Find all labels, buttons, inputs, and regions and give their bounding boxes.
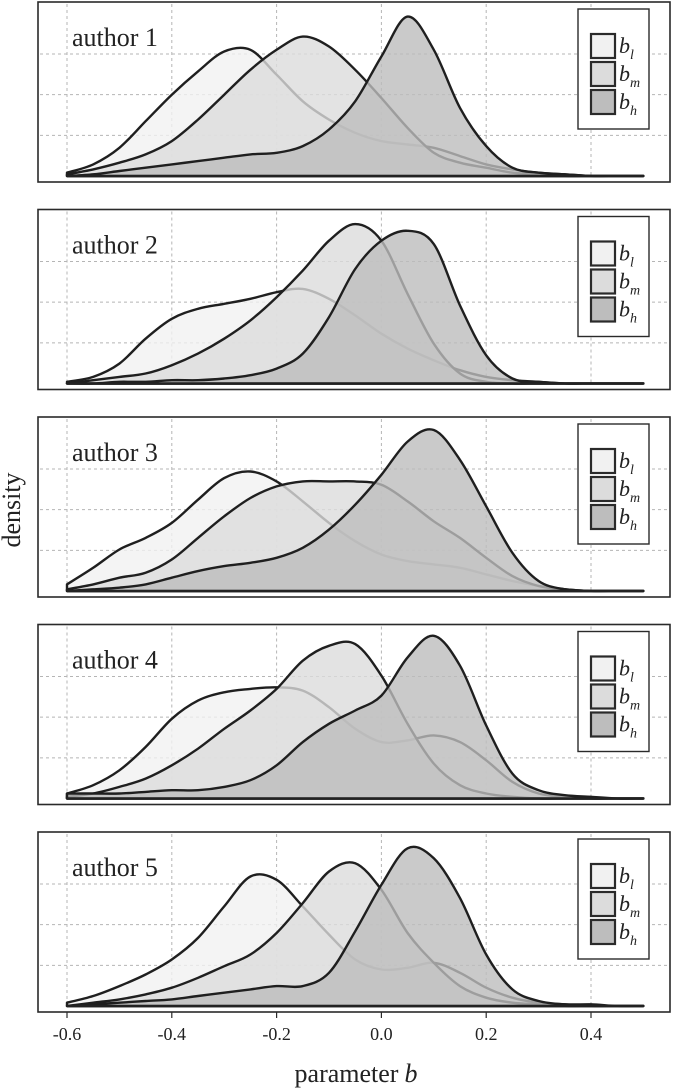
legend-label-bl: bl	[619, 448, 634, 478]
legend-symbol: b	[619, 269, 630, 294]
legend-symbol: b	[619, 33, 630, 58]
panel-label: author 5	[72, 853, 158, 882]
legend-subscript: l	[630, 671, 634, 686]
legend-subscript: l	[630, 256, 634, 271]
legend-subscript: m	[630, 906, 640, 921]
legend-label-bh: bh	[619, 712, 637, 742]
legend-subscript: m	[630, 491, 640, 506]
legend-swatch-bl	[589, 240, 617, 267]
x-axis-title: parameter b	[295, 1059, 418, 1088]
legend-subscript: m	[630, 76, 640, 91]
legend-subscript: h	[630, 104, 637, 119]
legend-label-bh: bh	[619, 89, 637, 119]
x-tick-label: -0.4	[158, 1024, 187, 1044]
legend-label-bh: bh	[619, 297, 637, 327]
legend-symbol: b	[619, 89, 630, 114]
legend-label-bl: bl	[619, 656, 634, 686]
legend-swatch-bm	[589, 60, 617, 88]
legend-swatch-bl	[589, 655, 617, 682]
legend-symbol: b	[619, 919, 630, 944]
legend-label-bm: bm	[619, 61, 640, 91]
panel-label: author 2	[72, 231, 158, 260]
legend-label-bh: bh	[619, 919, 637, 949]
x-axis-title-text: parameter	[295, 1059, 399, 1088]
panel-label: author 1	[72, 23, 158, 52]
legend-symbol: b	[619, 504, 630, 529]
x-axis: -0.6 -0.4 -0.2 0.0 0.2 0.4	[53, 1012, 603, 1044]
y-axis-title: density	[0, 472, 26, 547]
panel-label: author 3	[72, 438, 158, 467]
legend-subscript: l	[630, 463, 634, 478]
legend-swatch-bm	[589, 268, 617, 295]
legend-symbol: b	[619, 476, 630, 501]
legend-symbol: b	[619, 863, 630, 888]
density-area-bh	[65, 634, 645, 800]
legend-swatch-bm	[589, 683, 617, 710]
legend-label-bl: bl	[619, 33, 634, 63]
x-tick-label: -0.2	[262, 1024, 291, 1044]
legend-label-bm: bm	[619, 891, 640, 921]
legend-label-bm: bm	[619, 269, 640, 299]
x-tick-label: 0.2	[475, 1024, 498, 1044]
panel-label: author 4	[72, 646, 158, 675]
legend-swatch-bm	[589, 890, 617, 918]
legend-symbol: b	[619, 891, 630, 916]
legend-subscript: l	[630, 878, 634, 893]
legend-swatch-bh	[589, 711, 617, 738]
x-axis-title-variable: b	[404, 1059, 417, 1088]
density-area-bh	[65, 15, 645, 178]
x-tick-label: -0.6	[53, 1024, 82, 1044]
legend-subscript: h	[630, 934, 637, 949]
density-area-bh	[65, 428, 645, 593]
legend-subscript: m	[630, 699, 640, 714]
legend-symbol: b	[619, 656, 630, 681]
legend-subscript: h	[630, 727, 637, 742]
legend-subscript: h	[630, 519, 637, 534]
legend-label-bm: bm	[619, 684, 640, 714]
legend-label-bl: bl	[619, 863, 634, 893]
legend-symbol: b	[619, 241, 630, 266]
legend-swatch-bl	[589, 862, 617, 890]
x-tick-label: 0.4	[580, 1024, 603, 1044]
legend-swatch-bm	[589, 475, 617, 503]
density-area-bh	[65, 845, 645, 1008]
legend-swatch-bh	[589, 296, 617, 323]
legend-symbol: b	[619, 297, 630, 322]
legend-subscript: l	[630, 48, 634, 63]
legend-label-bh: bh	[619, 504, 637, 534]
legend-swatch-bl	[589, 447, 617, 475]
legend-swatch-bh	[589, 88, 617, 116]
legend-symbol: b	[619, 712, 630, 737]
x-tick-label: 0.0	[370, 1024, 393, 1044]
legend-subscript: h	[630, 312, 637, 327]
legend-swatch-bh	[589, 918, 617, 946]
legend-symbol: b	[619, 684, 630, 709]
legend-label-bm: bm	[619, 476, 640, 506]
legend-label-bl: bl	[619, 241, 634, 271]
legend-swatch-bh	[589, 503, 617, 531]
legend-symbol: b	[619, 61, 630, 86]
legend-symbol: b	[619, 448, 630, 473]
legend-swatch-bl	[589, 32, 617, 60]
legend-subscript: m	[630, 284, 640, 299]
